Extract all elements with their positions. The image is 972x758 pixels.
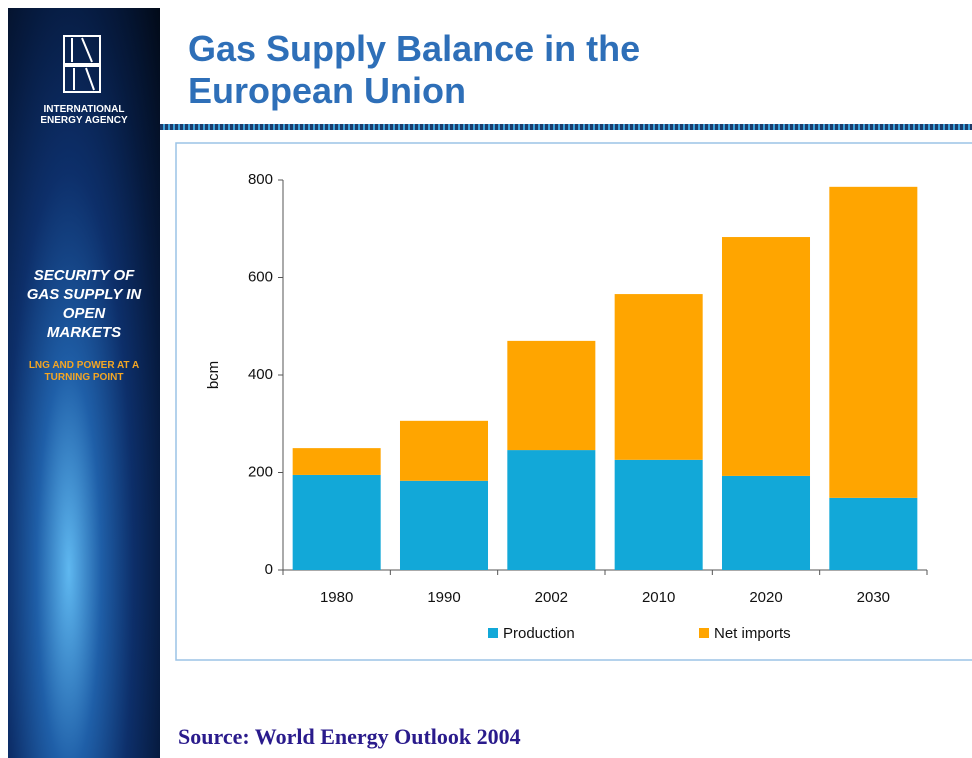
divider <box>160 124 972 130</box>
bar-segment <box>614 294 703 460</box>
legend-swatch <box>699 628 709 638</box>
bar-segment <box>399 420 489 481</box>
x-tick-label: 1990 <box>427 589 460 606</box>
bar-segment <box>829 497 918 570</box>
legend-swatch <box>488 628 498 638</box>
sidebar: INTERNATIONAL ENERGY AGENCY SECURITY OF … <box>8 8 160 758</box>
bar-segment <box>721 475 811 570</box>
bar-segment <box>614 459 703 570</box>
y-tick-label: 600 <box>248 268 273 285</box>
bar-segment <box>507 450 596 570</box>
legend-label: Net imports <box>714 625 791 642</box>
x-tick-label: 1980 <box>320 589 353 606</box>
bar-segment <box>292 448 381 475</box>
slide-title: Gas Supply Balance in the European Union <box>188 28 641 111</box>
x-tick-label: 2020 <box>749 589 782 606</box>
x-tick-label: 2030 <box>857 589 890 606</box>
subline: LNG AND POWER AT A TURNING POINT <box>28 360 140 383</box>
source: Source: World Energy Outlook 2004 <box>178 724 521 749</box>
y-tick-label: 800 <box>248 171 273 188</box>
y-tick-label: 400 <box>248 366 273 383</box>
x-tick-label: 2002 <box>535 589 568 606</box>
bar-segment <box>829 186 918 498</box>
y-axis-label: bcm <box>205 361 222 389</box>
bar-segment <box>721 237 811 476</box>
chart: bcm 0 200 400 600 800 1980 1990 2002 2010 2020 203… <box>175 142 972 661</box>
x-tick-label: 2010 <box>642 589 675 606</box>
logo <box>63 35 101 93</box>
bar-segment <box>399 480 489 570</box>
legend-label: Production <box>503 625 575 642</box>
y-tick-label: 0 <box>265 561 273 578</box>
y-tick-label: 200 <box>248 463 273 480</box>
bar-segment <box>507 340 596 451</box>
bar-segment <box>292 474 381 570</box>
org-name: INTERNATIONAL ENERGY AGENCY <box>40 104 128 126</box>
headline: SECURITY OF GAS SUPPLY IN OPEN MARKETS <box>26 267 142 341</box>
